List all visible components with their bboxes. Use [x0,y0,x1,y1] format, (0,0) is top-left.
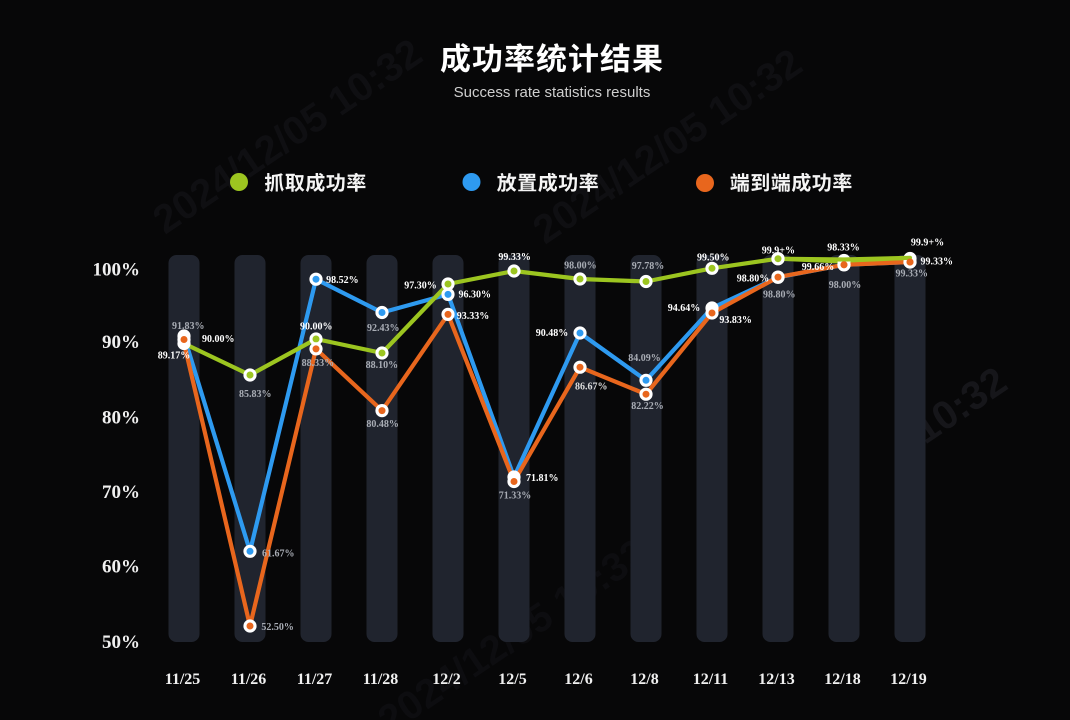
svg-text:90.00%: 90.00% [300,322,333,333]
svg-text:99.33%: 99.33% [921,256,954,267]
svg-text:Success rate statistics result: Success rate statistics results [454,84,651,101]
svg-text:92.43%: 92.43% [367,323,400,334]
svg-text:93.83%: 93.83% [719,315,752,326]
svg-text:96.30%: 96.30% [458,290,491,301]
svg-text:61.67%: 61.67% [262,549,295,560]
svg-text:86.67%: 86.67% [575,382,608,393]
svg-text:97.30%: 97.30% [404,280,437,291]
svg-text:85.83%: 85.83% [239,389,272,400]
svg-text:98.00%: 98.00% [829,280,862,291]
svg-text:90.00%: 90.00% [202,334,235,345]
svg-text:98.00%: 98.00% [564,260,597,271]
svg-text:99.9+%: 99.9+% [911,238,944,249]
svg-text:84.09%: 84.09% [628,353,661,364]
svg-text:100%: 100% [93,260,141,281]
svg-text:99.33%: 99.33% [498,252,531,263]
svg-text:12/2: 12/2 [432,671,460,688]
svg-text:91.83%: 91.83% [172,321,205,332]
svg-text:99.50%: 99.50% [697,253,730,264]
svg-text:80.48%: 80.48% [366,419,399,430]
svg-text:12/5: 12/5 [498,671,526,688]
svg-text:88.10%: 88.10% [366,360,399,371]
svg-text:12/11: 12/11 [693,671,729,688]
svg-text:60%: 60% [102,557,140,578]
svg-text:50%: 50% [102,632,140,653]
svg-text:89.17%: 89.17% [158,351,191,362]
svg-text:12/19: 12/19 [890,671,926,688]
svg-text:98.33%: 98.33% [827,243,860,254]
svg-text:90.48%: 90.48% [536,328,569,339]
svg-text:80%: 80% [102,408,140,429]
svg-text:98.80%: 98.80% [763,289,796,300]
svg-text:12/18: 12/18 [824,671,860,688]
svg-text:93.33%: 93.33% [457,311,490,322]
svg-text:71.33%: 71.33% [499,491,532,502]
svg-text:97.78%: 97.78% [632,261,665,272]
svg-text:82.22%: 82.22% [631,401,664,412]
svg-text:12/6: 12/6 [564,671,592,688]
svg-text:99.66%: 99.66% [802,262,835,273]
svg-text:12/8: 12/8 [630,671,658,688]
svg-text:52.50%: 52.50% [261,622,294,633]
svg-text:11/27: 11/27 [297,671,333,688]
svg-text:90%: 90% [102,332,140,353]
svg-text:11/26: 11/26 [231,671,267,688]
svg-text:88.33%: 88.33% [302,358,335,369]
svg-text:98.80%: 98.80% [737,273,770,284]
svg-text:99.33%: 99.33% [895,269,928,280]
svg-text:11/28: 11/28 [363,671,399,688]
svg-text:70%: 70% [102,482,140,503]
svg-text:94.64%: 94.64% [668,303,701,314]
svg-text:11/25: 11/25 [165,671,201,688]
svg-text:71.81%: 71.81% [526,473,559,484]
svg-text:12/13: 12/13 [758,671,794,688]
svg-text:98.52%: 98.52% [326,275,359,286]
svg-text:99.9+%: 99.9+% [762,245,795,256]
